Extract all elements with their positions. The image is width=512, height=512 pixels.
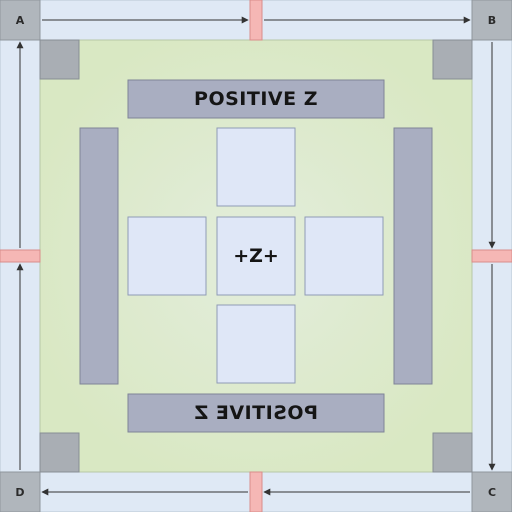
tile-center bbox=[216, 216, 296, 296]
right-bar bbox=[393, 127, 433, 385]
midpoint-marker-bottom bbox=[249, 471, 263, 512]
bottom-bar-label-mirrored: POSITIVE Z bbox=[194, 402, 318, 424]
tile-left bbox=[127, 216, 207, 296]
bottom-bar bbox=[127, 393, 385, 433]
inner-corner-square-tl bbox=[39, 39, 80, 80]
corner-label-c: C bbox=[487, 485, 497, 499]
corner-block-b bbox=[471, 0, 512, 41]
tile-bottom bbox=[216, 304, 296, 384]
corner-label-d: D bbox=[15, 485, 25, 499]
midpoint-marker-top bbox=[249, 0, 263, 41]
corner-block-d bbox=[0, 471, 41, 512]
top-bar bbox=[127, 79, 385, 119]
inner-corner-square-br bbox=[432, 432, 473, 473]
corner-block-a bbox=[0, 0, 41, 41]
left-bar bbox=[79, 127, 119, 385]
corner-label-b: B bbox=[487, 13, 497, 27]
tile-right bbox=[304, 216, 384, 296]
top-bar-label: POSITIVE Z bbox=[194, 88, 318, 110]
inner-corner-square-bl bbox=[39, 432, 80, 473]
midpoint-marker-right bbox=[471, 249, 512, 263]
inner-corner-square-tr bbox=[432, 39, 473, 80]
tile-top bbox=[216, 127, 296, 207]
corner-block-c bbox=[471, 471, 512, 512]
midpoint-marker-left bbox=[0, 249, 41, 263]
center-tile-label: +Z+ bbox=[233, 245, 279, 267]
corner-label-a: A bbox=[15, 13, 25, 27]
